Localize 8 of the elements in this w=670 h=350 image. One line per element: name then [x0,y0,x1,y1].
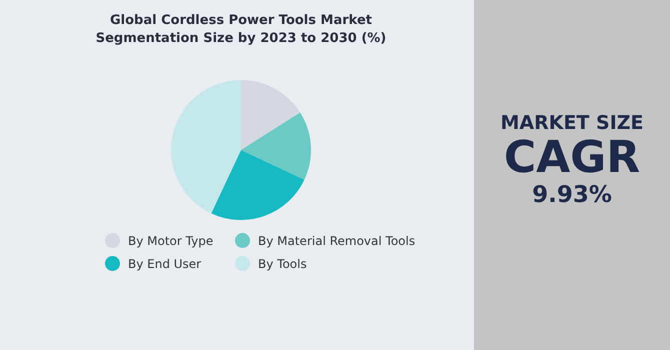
text: MARKET SIZE [499,112,645,134]
legend-label: By Tools [258,256,307,270]
legend-label: By Material Removal Tools [258,234,416,248]
legend-label: By End User [128,256,202,270]
chart-title: Global Cordless Power Tools Market Segmentation Size by 2023 to 2030 (%) [94,12,388,48]
legend-label: By Motor Type [128,234,214,248]
text: 9.93% [531,182,613,208]
text: CAGR [502,132,642,183]
